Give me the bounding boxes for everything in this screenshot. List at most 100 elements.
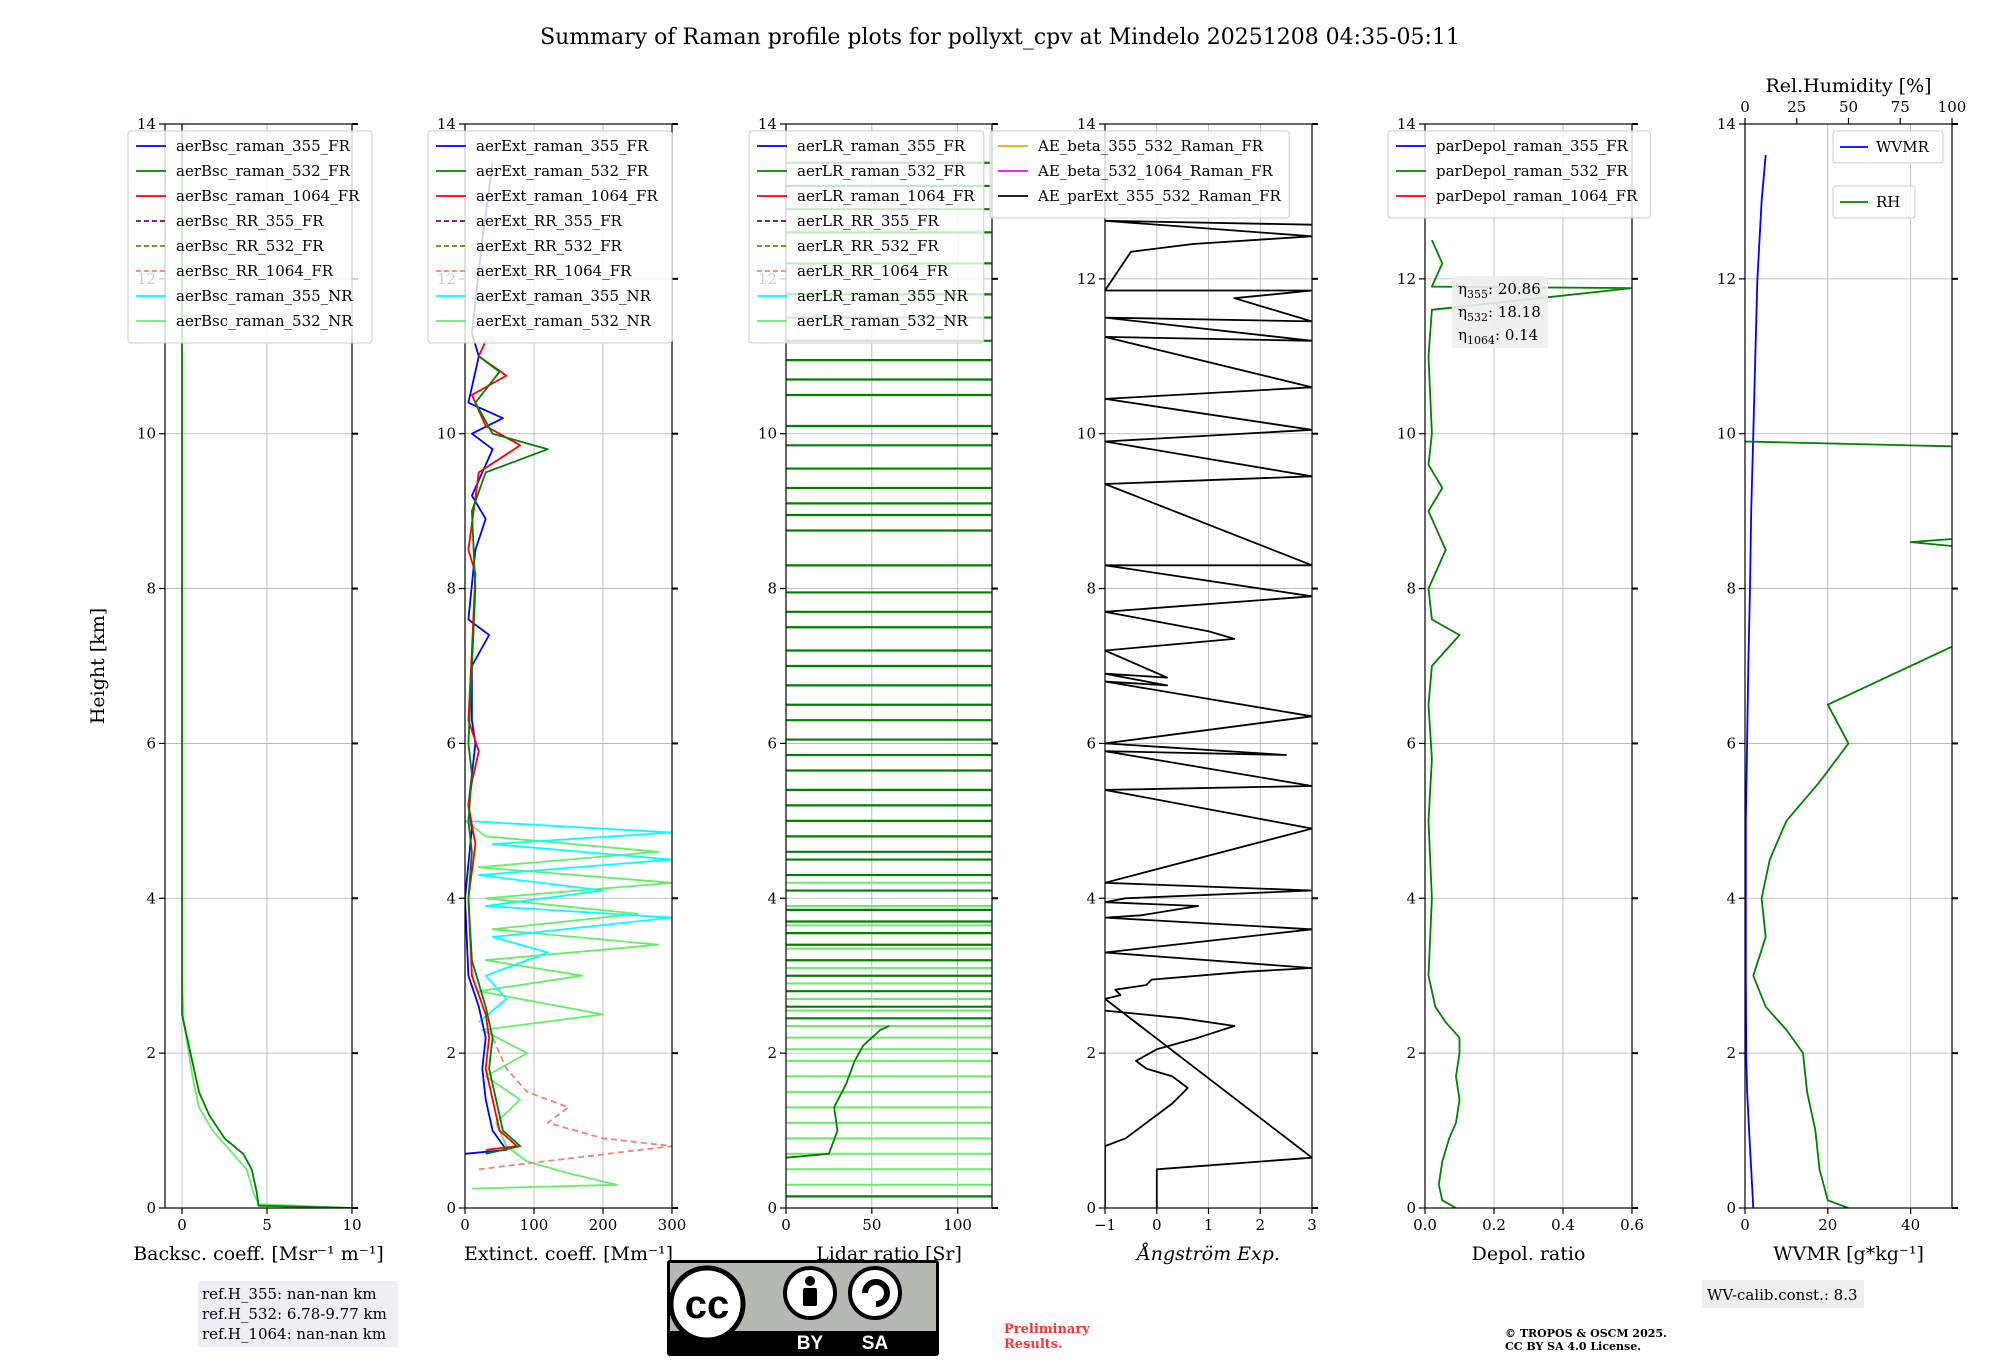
- y-tick-label: 6: [1726, 734, 1736, 752]
- x-tick-label: 100: [520, 1216, 549, 1234]
- y-tick-label: 2: [767, 1044, 777, 1062]
- top-x-axis-label: Rel.Humidity [%]: [1765, 75, 1931, 97]
- chart-panel-depol: 0.0 0.2 0.4 0.6 0 2 4 6 8 10 12 14 Depol. ratio parDe…: [1387, 115, 1651, 1265]
- legend-box: [427, 130, 673, 344]
- axes-frame: [1744, 123, 1953, 1209]
- legend-label: parDepol_raman_355_FR: [1436, 137, 1629, 155]
- series-aerBsc_raman_532_FR: [181, 124, 352, 1208]
- x-tick-label: 50: [862, 1216, 881, 1234]
- series-AE_parExt_355_532_Raman_FR_segments: [1105, 219, 1312, 1208]
- chart-panel-extinction: 010020030002468101214Extinct. coeff. [Mm…: [427, 115, 687, 1265]
- x-tick-label: 0: [1152, 1216, 1162, 1234]
- y-tick-label: 8: [1406, 580, 1416, 598]
- series-aerExt_raman_1064_FR: [467, 340, 522, 1151]
- legend-label: aerExt_raman_355_FR: [476, 137, 649, 155]
- legend-label: AE_beta_355_532_Raman_FR: [1037, 137, 1264, 155]
- x-tick-label: 20: [1818, 1216, 1837, 1234]
- y-tick-label: 4: [1086, 889, 1096, 907]
- y-tick-label: 6: [1086, 734, 1096, 752]
- x-tick-label: 0.4: [1551, 1216, 1575, 1234]
- axes-frame: [785, 123, 993, 1209]
- y-tick-label: 12: [1397, 270, 1416, 288]
- legend: parDepol_raman_355_FR parDepol_raman_532_…: [1387, 130, 1651, 219]
- y-tick-label: 10: [1077, 425, 1096, 443]
- cc-badge-sa: SA: [862, 1333, 889, 1354]
- legend-label: aerBsc_raman_532_FR: [176, 162, 351, 180]
- legend-label: aerBsc_RR_1064_FR: [176, 262, 334, 280]
- legend-label: aerLR_raman_355_NR: [797, 287, 968, 305]
- top-x-tick-label: 100: [1938, 98, 1967, 116]
- legend-label: aerExt_raman_532_NR: [476, 312, 652, 330]
- y-tick-label: 10: [1397, 425, 1416, 443]
- plot-area: [181, 124, 352, 1208]
- eta-line: η1064: 0.14: [1458, 326, 1538, 347]
- x-tick-label: 100: [943, 1216, 972, 1234]
- reference-height-line: ref.H_1064: nan-nan km: [202, 1325, 386, 1343]
- series-aerExt_RR_1064_FR: [478, 1006, 672, 1171]
- x-tick-label: 300: [658, 1216, 687, 1234]
- series-aerExt_raman_355_NR: [465, 820, 672, 1023]
- legend-box: [1387, 130, 1651, 219]
- legend-box: [127, 130, 373, 344]
- x-tick-label: 0.6: [1620, 1216, 1644, 1234]
- x-tick-label: 0: [460, 1216, 470, 1234]
- grid: [1104, 123, 1313, 1209]
- legend-label: aerLR_raman_1064_FR: [797, 187, 975, 205]
- grid: [1744, 123, 1952, 1209]
- x-axis-label: Lidar ratio [Sr]: [816, 1243, 962, 1265]
- legend-label: aerBsc_raman_532_NR: [176, 312, 353, 330]
- y-tick-label: 0: [1086, 1199, 1096, 1217]
- legend-rh: RH: [1832, 185, 1916, 219]
- legend-box: [1832, 130, 1944, 164]
- legend-label: aerExt_RR_532_FR: [476, 237, 623, 255]
- reference-height-line: ref.H_532: 6.78-9.77 km: [202, 1305, 387, 1323]
- series-aerExt_raman_532_FR: [467, 355, 549, 1155]
- y-tick-label: 8: [146, 580, 156, 598]
- x-tick-label: 0.0: [1413, 1216, 1437, 1234]
- legend-label: aerExt_raman_532_FR: [476, 162, 649, 180]
- series-aerExt_raman_532_NR: [465, 820, 672, 1190]
- y-tick-label: 0: [1726, 1199, 1736, 1217]
- series-WVMR: [1745, 154, 1767, 1208]
- legend-label: AE_parExt_355_532_Raman_FR: [1037, 187, 1282, 205]
- y-tick-label: 12: [1077, 270, 1096, 288]
- chart-panel-backscatter: 051002468101214Backsc. coeff. [Msr⁻¹ m⁻¹…: [87, 115, 398, 1347]
- y-tick-label: 14: [137, 115, 156, 133]
- x-tick-label: 10: [342, 1216, 361, 1234]
- y-tick-label: 2: [146, 1044, 156, 1062]
- y-tick-label: 10: [437, 425, 456, 443]
- axes-frame: [464, 123, 673, 1209]
- top-x-tick-label: 50: [1839, 98, 1858, 116]
- x-axis-label: Ångström Exp.: [1135, 1243, 1280, 1265]
- y-tick-label: 2: [446, 1044, 456, 1062]
- x-axis-label: WVMR [g*kg⁻¹]: [1773, 1243, 1924, 1265]
- legend: aerBsc_raman_355_FR aerBsc_raman_532_FRae…: [127, 130, 373, 344]
- x-axis-label: Backsc. coeff. [Msr⁻¹ m⁻¹]: [133, 1243, 384, 1265]
- y-tick-label: 10: [137, 425, 156, 443]
- chart-panel-wvmr: 0 20 40 0 2 4 6 8 10 12 14 WVMR [g*kg⁻¹] 0 25 50 75 100 R…: [1702, 75, 1967, 1308]
- preliminary-line: Preliminary Results.: [1004, 1322, 1090, 1352]
- plot-area: [786, 161, 992, 1198]
- legend-label: aerBsc_raman_1064_FR: [176, 187, 360, 205]
- legend: AE_beta_355_532_Raman_FR AE_beta_532_1064…: [989, 130, 1290, 219]
- copyright-line: © TROPOS & OSCM 2025. CC BY SA 4.0 Licens…: [1505, 1327, 1667, 1353]
- legend-label: aerBsc_RR_355_FR: [176, 212, 324, 230]
- legend-label: aerLR_raman_532_FR: [797, 162, 966, 180]
- y-tick-label: 14: [758, 115, 777, 133]
- top-x-tick-label: 75: [1891, 98, 1910, 116]
- x-tick-label: 3: [1307, 1216, 1317, 1234]
- cc-badge-cc: cc: [685, 1283, 730, 1327]
- series-aerLR_raman_532_FR: [786, 1025, 890, 1159]
- series-AE_parExt_355_532_Raman_FR: [1105, 1009, 1236, 1208]
- y-tick-label: 2: [1406, 1044, 1416, 1062]
- reference-height-box: ref.H_355: nan-nan km ref.H_532: 6.78-9.7…: [198, 1281, 398, 1347]
- y-tick-label: 6: [146, 734, 156, 752]
- legend-label: aerLR_RR_1064_FR: [797, 262, 949, 280]
- legend: aerLR_raman_355_FR aerLR_raman_532_FR aerL…: [748, 130, 985, 344]
- legend-label: aerLR_raman_355_FR: [797, 137, 966, 155]
- share-alike-icon: [848, 1266, 902, 1320]
- y-tick-label: 6: [767, 734, 777, 752]
